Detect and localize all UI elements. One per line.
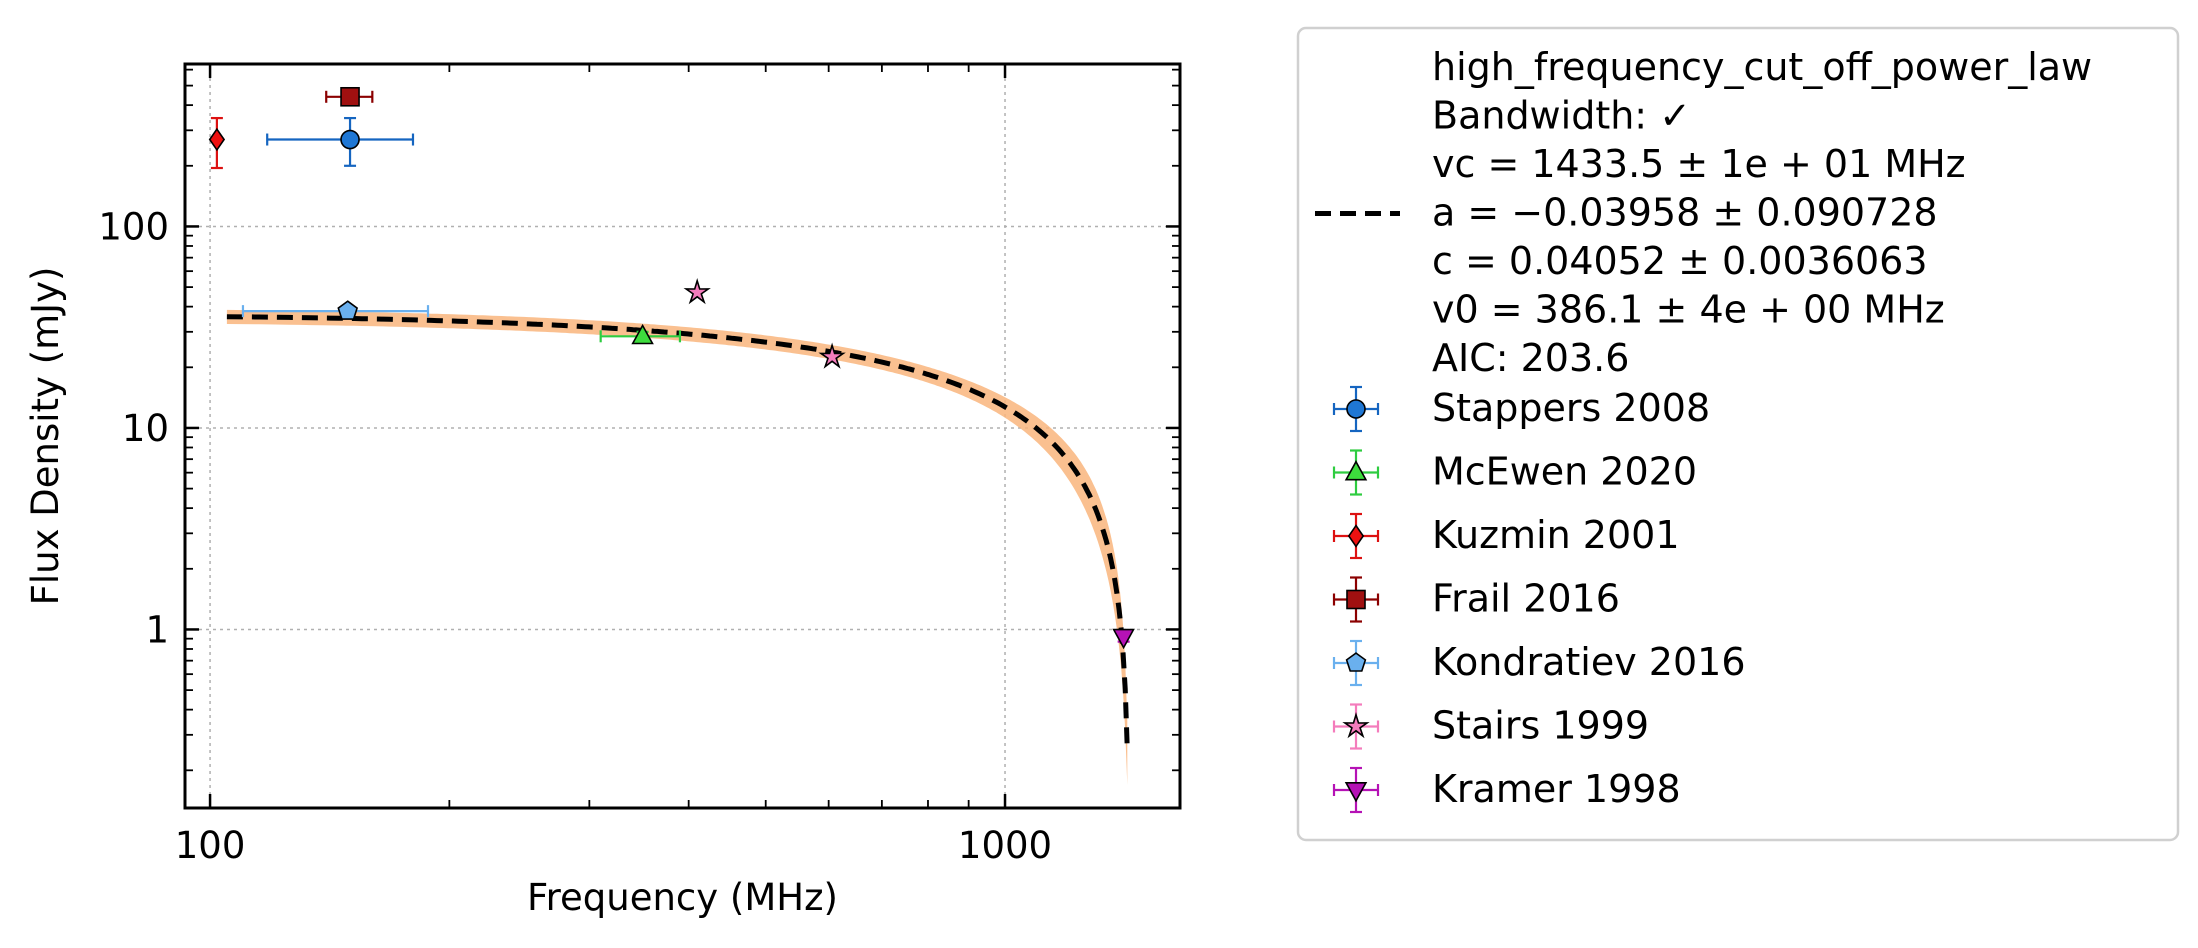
legend: high_frequency_cut_off_power_law Bandwidt…	[1296, 26, 2180, 842]
series-kuzmin-2001	[208, 116, 226, 170]
data-point	[340, 129, 360, 150]
legend-marker	[1346, 399, 1366, 419]
legend-box	[1296, 26, 2180, 842]
series-kondratiev-2016	[241, 300, 430, 320]
series-mcewen-2020	[599, 323, 682, 345]
y-tick-label: 100	[98, 205, 169, 248]
data-point	[337, 300, 359, 320]
plot-frame	[183, 62, 1182, 810]
legend-marker	[1344, 460, 1368, 481]
x-axis-label: Frequency (MHz)	[527, 876, 838, 919]
legend-marker	[1342, 712, 1370, 739]
legend-marker	[1346, 589, 1366, 610]
data-point	[683, 278, 711, 305]
legend-entry-label: Kuzmin 2001	[1432, 513, 1680, 557]
data-point	[631, 323, 654, 345]
legend-fit-text: AIC: 203.6	[1432, 336, 1629, 380]
data-points	[208, 86, 1135, 650]
fit-line	[226, 314, 1130, 750]
y-tick-label: 1	[145, 608, 169, 651]
x-tick-label: 1000	[958, 824, 1052, 867]
grid	[185, 64, 1180, 808]
legend-entry-label: Frail 2016	[1432, 577, 1620, 621]
legend-fit-text: Bandwidth: ✓	[1432, 94, 1691, 138]
legend-fit-text: a = −0.03958 ± 0.090728	[1432, 191, 1938, 235]
fit-line-group	[226, 314, 1130, 750]
axis-ticks: 100 1000 1 10 100	[98, 64, 1180, 867]
series-stairs-1999	[683, 278, 846, 369]
data-point	[340, 86, 360, 107]
data-point	[818, 342, 846, 369]
legend-entry-label: McEwen 2020	[1432, 450, 1697, 494]
series-stappers-2008	[266, 116, 415, 167]
legend-entry-label: Stappers 2008	[1432, 386, 1710, 430]
data-point	[1112, 628, 1135, 650]
legend-fit-text: c = 0.04052 ± 0.0036063	[1432, 239, 1928, 283]
data-point	[208, 127, 226, 152]
x-tick-label: 100	[175, 824, 246, 867]
y-tick-label: 10	[122, 407, 169, 450]
legend-marker	[1345, 652, 1367, 672]
legend-entry-label: Kondratiev 2016	[1432, 640, 1746, 684]
series-kramer-1998	[1112, 628, 1135, 650]
legend-entry-label: Stairs 1999	[1432, 704, 1649, 748]
y-axis-label: Flux Density (mJy)	[24, 267, 67, 606]
legend-fit-text: vc = 1433.5 ± 1e + 01 MHz	[1432, 142, 1966, 186]
legend-entry-label: Kramer 1998	[1432, 767, 1681, 811]
legend-fit-text: high_frequency_cut_off_power_law	[1432, 45, 2092, 89]
series-frail-2016	[325, 86, 374, 107]
legend-fit-text: v0 = 386.1 ± 4e + 00 MHz	[1432, 288, 1945, 332]
legend-marker	[1344, 781, 1368, 803]
legend-marker	[1347, 524, 1365, 548]
